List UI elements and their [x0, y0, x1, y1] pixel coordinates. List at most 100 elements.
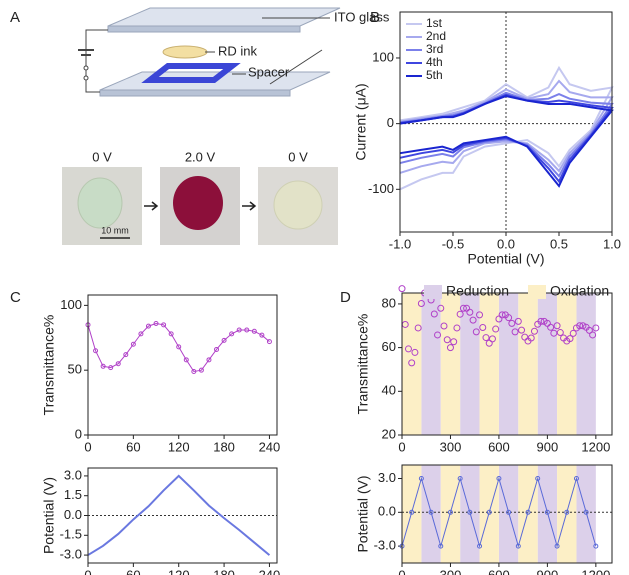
y-tick-label: 0.0: [378, 504, 396, 519]
x-tick-label: 0: [398, 439, 405, 454]
band: [518, 293, 538, 435]
data-point: [550, 329, 558, 337]
data-point: [266, 339, 272, 345]
data-point: [430, 310, 438, 318]
band: [421, 293, 441, 435]
data-point: [589, 331, 597, 339]
series-line: [87, 474, 271, 556]
data-point: [514, 317, 522, 325]
device-schematic: [78, 7, 341, 97]
data-point: [535, 476, 541, 482]
data-point: [469, 316, 477, 324]
data-point: [477, 543, 483, 549]
photo-label: 0 V: [92, 149, 112, 164]
y-tick-label: 80: [382, 295, 396, 310]
data-point: [409, 509, 415, 515]
data-point: [183, 357, 189, 363]
data-point: [447, 509, 453, 515]
data-point: [434, 331, 442, 339]
data-point: [486, 509, 492, 515]
data-point: [115, 361, 121, 367]
data-point: [236, 327, 242, 333]
data-point: [530, 327, 538, 335]
panel-label: A: [10, 9, 20, 26]
x-tick-label: 0: [398, 567, 405, 575]
data-point: [428, 509, 434, 515]
data-point: [505, 314, 513, 322]
data-point: [443, 336, 451, 344]
data-point: [472, 328, 480, 336]
legend-label: Reduction: [446, 283, 509, 299]
legend-label: 5th: [426, 68, 443, 82]
data-point: [161, 322, 167, 328]
data-point: [515, 543, 521, 549]
data-point: [479, 324, 487, 332]
data-point: [457, 476, 463, 482]
data-point: [537, 317, 545, 325]
y-tick-label: 0: [75, 426, 82, 441]
data-point: [214, 346, 220, 352]
x-tick-label: 240: [259, 567, 281, 575]
band: [557, 293, 577, 435]
panel-label: B: [370, 9, 380, 26]
y-axis-label: Potential (V): [355, 475, 371, 552]
data-point: [511, 328, 519, 336]
y-tick-label: -1.5: [60, 527, 82, 542]
data-point: [221, 337, 227, 343]
data-point: [438, 543, 444, 549]
legend-swatch: [528, 285, 546, 299]
y-tick-label: 3.0: [378, 470, 396, 485]
data-point: [411, 348, 419, 356]
plot-frame: [401, 292, 613, 436]
photo-label: 2.0 V: [185, 149, 216, 164]
data-point: [437, 304, 445, 312]
legend-label: 1st: [426, 16, 443, 30]
band: [537, 293, 558, 435]
y-tick-label: 100: [372, 49, 394, 64]
data-point: [408, 359, 416, 367]
plot-frame: [399, 11, 613, 233]
data-point: [579, 322, 587, 330]
data-point: [573, 476, 579, 482]
band: [460, 293, 480, 435]
x-tick-label: 240: [259, 439, 281, 454]
data-point: [569, 329, 577, 337]
x-tick-label: 120: [168, 439, 190, 454]
y-tick-label: 60: [382, 339, 396, 354]
x-tick-label: -1.0: [389, 236, 411, 251]
legend-swatch: [424, 285, 442, 299]
data-point: [467, 509, 473, 515]
y-tick-label: 40: [382, 383, 396, 398]
data-point: [123, 352, 129, 358]
data-point: [450, 338, 458, 346]
data-point: [153, 321, 159, 327]
label: ITO glass: [334, 9, 390, 24]
x-tick-label: 60: [126, 567, 140, 575]
data-point: [191, 368, 197, 374]
label: Spacer: [248, 64, 290, 79]
y-tick-label: 50: [68, 362, 82, 377]
panel-label: D: [340, 289, 351, 306]
data-point: [564, 509, 570, 515]
x-tick-label: 1200: [581, 439, 610, 454]
data-point: [229, 331, 235, 337]
y-tick-label: -3.0: [60, 547, 82, 562]
plot-frame: [401, 464, 613, 564]
x-tick-label: 0.5: [550, 236, 568, 251]
data-point: [485, 339, 493, 347]
data-point: [244, 327, 250, 333]
plot-frame: [87, 294, 278, 436]
series-line: [87, 323, 270, 373]
data-point: [145, 323, 151, 329]
data-point: [498, 311, 506, 319]
data-point: [459, 304, 467, 312]
data-point: [508, 319, 516, 327]
data-point: [418, 476, 424, 482]
data-point: [553, 322, 561, 330]
x-tick-label: 1.0: [603, 236, 621, 251]
x-tick-label: 180: [213, 567, 235, 575]
y-tick-label: 20: [382, 426, 396, 441]
legend-label: 3rd: [426, 42, 443, 56]
data-point: [492, 325, 500, 333]
